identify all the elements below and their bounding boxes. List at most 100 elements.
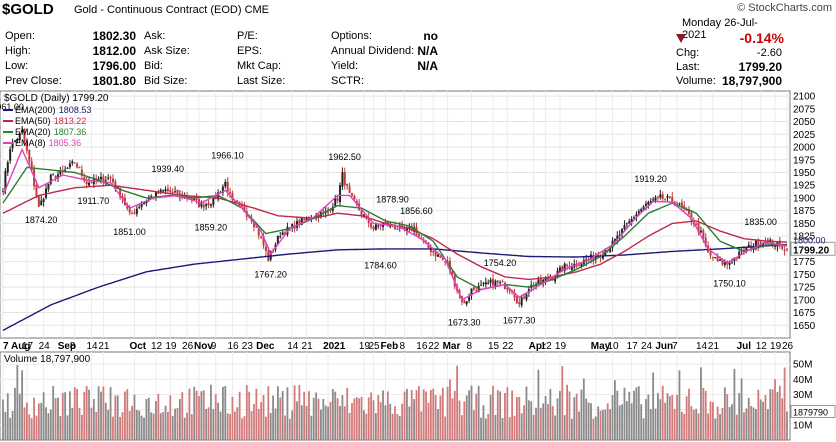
price-bar-body	[260, 236, 263, 238]
volume-bar	[76, 389, 78, 440]
volume-bar	[372, 400, 375, 440]
x-tick-label: 8	[70, 341, 76, 352]
price-bar-body	[723, 262, 726, 265]
volume-bar	[621, 404, 623, 440]
x-tick-label: 22	[428, 341, 440, 352]
x-tick-label: 8	[400, 341, 406, 352]
price-bar-body	[683, 205, 686, 209]
volume-bar	[195, 390, 198, 440]
price-bar-body	[9, 149, 12, 161]
price-bar-body	[143, 202, 146, 204]
price-bar-body	[377, 225, 380, 227]
volume-bar	[723, 387, 726, 440]
x-tick-label: Jul	[737, 341, 752, 352]
volume-bars	[2, 364, 788, 440]
volume-bar	[112, 416, 114, 440]
annotation-label: 1966.10	[211, 150, 244, 160]
annotation-label: 1856.60	[400, 206, 433, 216]
price-bar-body	[238, 202, 241, 204]
volume-bar	[549, 388, 552, 440]
price-bar-body	[719, 259, 722, 261]
price-bar-body	[721, 259, 724, 265]
volume-bar	[747, 397, 750, 440]
volume-bar	[425, 391, 427, 440]
price-bar-body	[437, 254, 440, 257]
volume-bar	[370, 392, 372, 440]
volume-bar	[324, 405, 327, 440]
price-bar-body	[774, 245, 777, 247]
price-bar-body	[499, 282, 502, 284]
volume-bar	[298, 384, 301, 440]
price-bar-body	[623, 225, 626, 229]
x-tick-label: 24	[39, 341, 51, 352]
volume-bar	[757, 389, 760, 440]
volume-bar	[439, 395, 442, 440]
volume-bar	[210, 384, 212, 440]
volume-bar	[269, 412, 272, 440]
volume-bar	[458, 400, 461, 440]
volume-bar	[312, 397, 315, 440]
y-tick-label: 1850	[793, 219, 816, 230]
price-bar-body	[621, 229, 624, 234]
volume-bar	[186, 412, 188, 440]
field-label: Options:	[331, 30, 372, 42]
price-bar-body	[518, 302, 521, 305]
x-tick-label: Apr	[529, 341, 546, 352]
volume-bar	[475, 393, 478, 440]
price-bar-body	[659, 194, 662, 198]
volume-bar	[193, 386, 196, 440]
price-bar-body	[656, 196, 659, 198]
volume-bar	[236, 407, 239, 440]
volume-bar	[573, 397, 576, 440]
volume-bar	[652, 372, 655, 440]
price-bar-body	[164, 189, 167, 192]
y-tick-label: 2100	[793, 92, 816, 103]
price-bar-body	[241, 205, 244, 207]
price-bar-body	[487, 282, 490, 284]
volume-bar	[181, 392, 184, 440]
price-bar-body	[28, 149, 31, 162]
price-bar-body	[169, 190, 172, 193]
volume-bar	[618, 405, 621, 440]
volume-bar	[786, 411, 788, 440]
volume-bar	[630, 403, 633, 440]
price-bar-body	[6, 162, 9, 173]
price-bar-body	[350, 193, 353, 196]
x-tick-label: 25	[368, 341, 380, 352]
field-label: Last Size:	[237, 75, 286, 87]
price-bar-body	[515, 296, 518, 304]
price-bar-body	[613, 238, 616, 242]
volume-tick-label: 10M	[793, 420, 812, 431]
annotation-label: 1767.20	[254, 270, 287, 280]
volume-bar	[523, 405, 525, 440]
x-tick-label: 23	[242, 341, 254, 352]
price-bar-body	[690, 212, 693, 221]
price-bar-body	[243, 205, 246, 213]
x-tick-label: 10	[608, 341, 620, 352]
price-bar-body	[25, 141, 28, 151]
volume-bar	[83, 391, 86, 440]
volume-bar	[750, 406, 753, 440]
annotation-label: 1962.50	[328, 152, 361, 162]
price-bar-body	[408, 226, 411, 228]
field-label: Low:	[5, 60, 29, 72]
price-bar-body	[781, 244, 784, 249]
volume-bar	[300, 405, 303, 440]
price-bar-body	[401, 224, 404, 227]
volume-bar	[102, 386, 105, 440]
volume-bar	[260, 402, 263, 440]
price-bar-body	[355, 200, 358, 205]
volume-bar	[774, 379, 776, 440]
price-bar-body	[542, 279, 545, 283]
field-label: Open:	[5, 30, 35, 42]
volume-bar	[752, 407, 755, 440]
price-bar-body	[570, 267, 573, 270]
price-bar-body	[671, 196, 674, 202]
price-bar-body	[279, 236, 282, 238]
volume-bar	[489, 394, 492, 440]
volume-bar	[604, 409, 607, 440]
volume-bar	[52, 386, 55, 440]
volume-bar	[418, 386, 420, 440]
volume-bar	[487, 413, 490, 440]
